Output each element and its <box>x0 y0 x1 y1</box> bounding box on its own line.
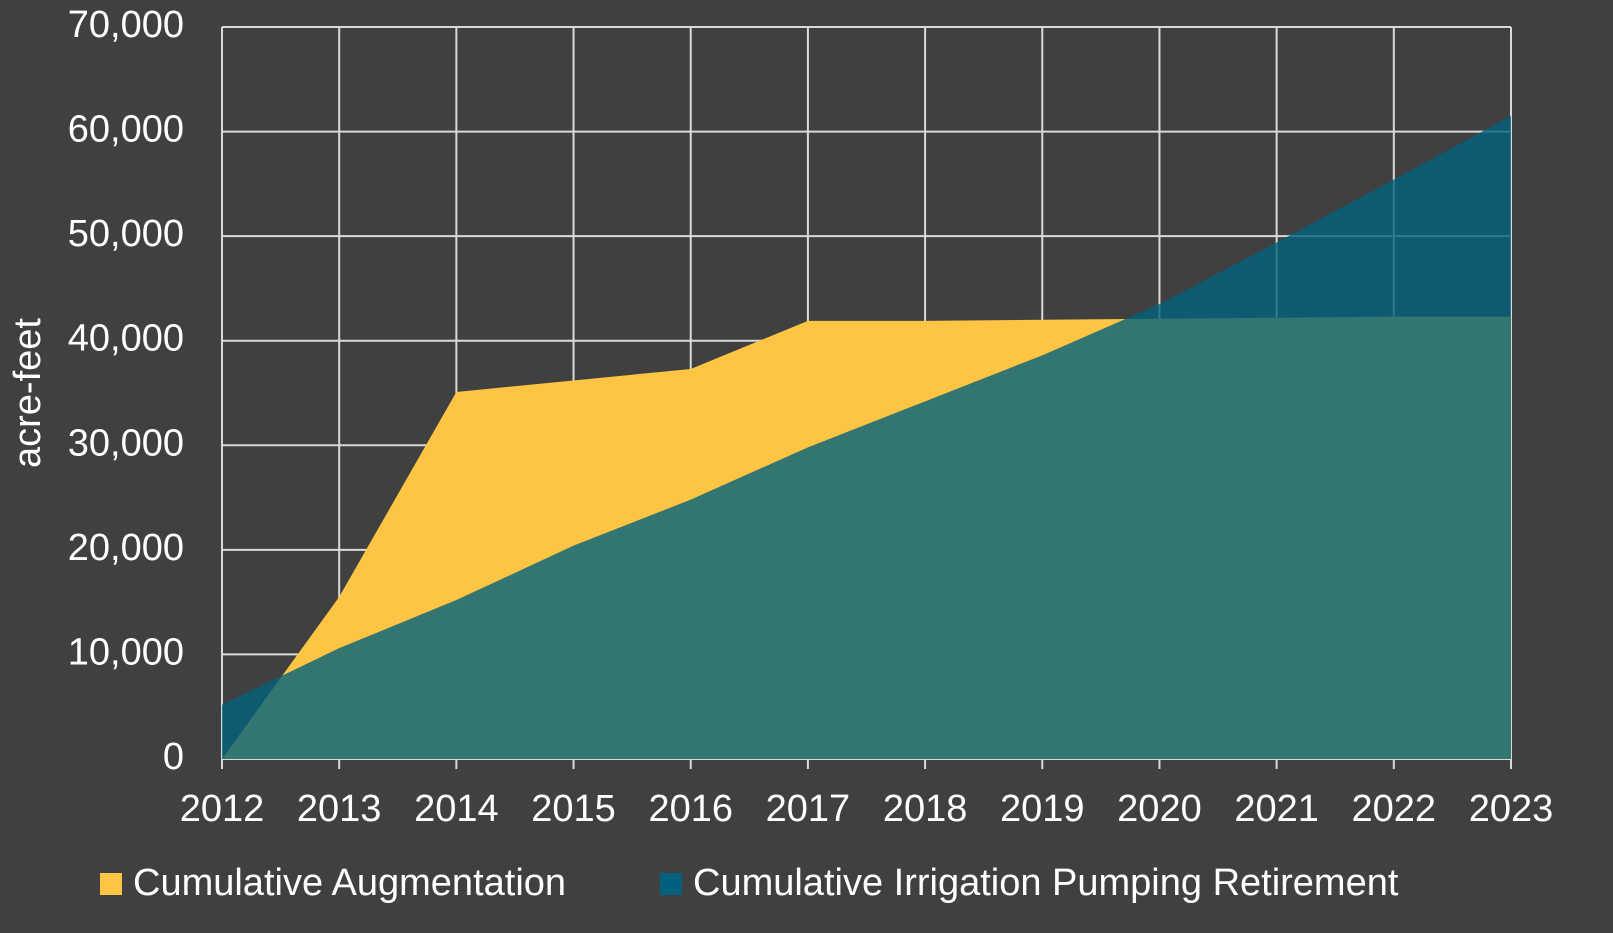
x-tick-label: 2017 <box>766 788 851 830</box>
x-tick-label: 2013 <box>297 788 382 830</box>
y-tick-label: 20,000 <box>68 527 184 569</box>
x-tick-label: 2019 <box>1000 788 1085 830</box>
y-tick-label: 30,000 <box>68 422 184 464</box>
area <box>222 115 1511 759</box>
x-tick-label: 2016 <box>648 788 733 830</box>
legend-label: Cumulative Irrigation Pumping Retirement <box>693 862 1399 904</box>
legend-swatch <box>100 873 122 895</box>
x-tick-label: 2022 <box>1352 788 1437 830</box>
x-tick-label: 2014 <box>414 788 499 830</box>
x-tick-label: 2020 <box>1117 788 1202 830</box>
x-tick-label: 2023 <box>1469 788 1554 830</box>
x-tick-label: 2021 <box>1234 788 1319 830</box>
y-tick-label: 40,000 <box>68 318 184 360</box>
x-tick-label: 2012 <box>180 788 265 830</box>
y-tick-label: 50,000 <box>68 213 184 255</box>
y-tick-label: 10,000 <box>68 631 184 673</box>
legend-swatch <box>660 873 682 895</box>
y-axis-label: acre-feet <box>7 318 49 468</box>
y-tick-label: 60,000 <box>68 109 184 151</box>
y-tick-label: 70,000 <box>68 4 184 46</box>
x-tick-label: 2018 <box>883 788 968 830</box>
y-tick-label: 0 <box>163 736 184 778</box>
x-tick-label: 2015 <box>531 788 616 830</box>
legend-label: Cumulative Augmentation <box>133 862 566 904</box>
